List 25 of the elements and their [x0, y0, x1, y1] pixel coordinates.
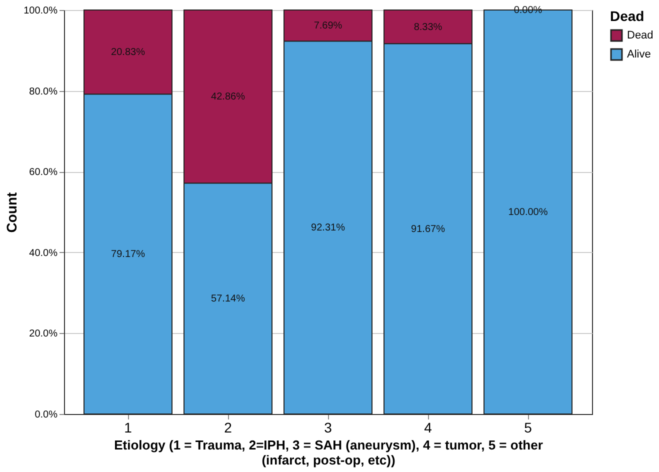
legend-label: Alive — [627, 48, 651, 60]
x-tick-label: 2 — [224, 420, 232, 436]
y-tick-label: 0.0% — [34, 410, 58, 420]
y-tick-label: 80.0% — [29, 86, 58, 98]
data-label: 100.00% — [508, 207, 548, 218]
data-label: 8.33% — [414, 22, 442, 33]
x-tick-label: 4 — [424, 420, 432, 436]
data-label: 91.67% — [411, 224, 446, 235]
x-tick-label: 1 — [124, 420, 132, 436]
y-tick-label: 100.0% — [24, 6, 58, 16]
data-label: 57.14% — [211, 294, 246, 305]
data-label: 92.31% — [311, 222, 346, 234]
legend-title: Dead — [610, 8, 644, 24]
legend-label: Dead — [627, 30, 654, 42]
data-label: 7.69% — [314, 20, 342, 32]
y-tick-label: 40.0% — [29, 248, 58, 259]
y-tick-label: 20.0% — [29, 328, 58, 340]
x-tick-label: 3 — [324, 420, 332, 436]
data-label: 20.83% — [111, 47, 146, 58]
data-label: 42.86% — [211, 92, 246, 103]
data-label: 79.17% — [111, 249, 146, 260]
x-axis-title: Etiology (1 = Trauma, 2=IPH, 3 = SAH (aneurysm), 4 = tumor, 5 = other (infarct, post-op, etc)) — [114, 438, 543, 468]
y-axis-title: Count — [4, 192, 20, 233]
y-tick-label: 60.0% — [29, 167, 58, 178]
x-tick-label: 5 — [524, 420, 532, 436]
